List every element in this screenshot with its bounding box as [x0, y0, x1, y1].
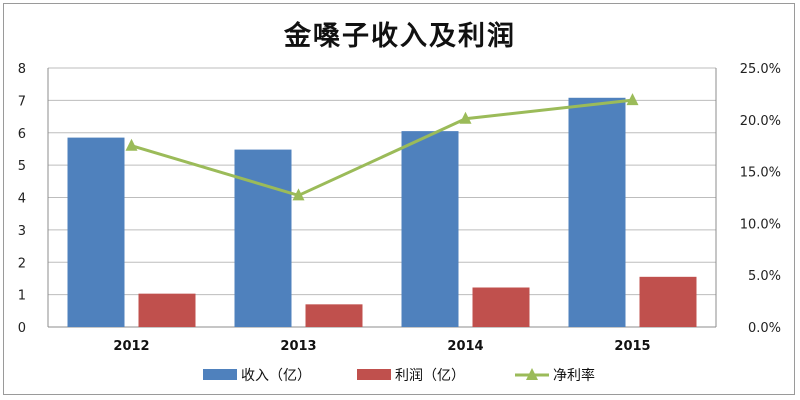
bar-profit-2012	[138, 293, 196, 327]
legend-swatch-1	[357, 369, 391, 380]
y-right-tick-label: 15.0%	[740, 166, 781, 181]
net-margin-line	[131, 98, 633, 198]
x-tick-label: 2014	[447, 339, 483, 354]
x-tick-label: 2015	[614, 339, 650, 354]
legend-label-2: 净利率	[553, 367, 595, 384]
chart-title: 金嗓子收入及利润	[284, 21, 516, 52]
x-tick-label: 2012	[113, 339, 149, 354]
legend-label-0: 收入（亿）	[241, 368, 311, 384]
y-right-tick-label: 5.0%	[748, 269, 781, 284]
y-right-tick-label: 25.0%	[740, 62, 781, 77]
net-margin-point-2012	[125, 138, 138, 151]
bar-profit-2014	[472, 287, 530, 327]
y-right-tick-label: 0.0%	[748, 321, 781, 336]
bar-revenue-2014	[401, 131, 459, 327]
bar-revenue-2015	[568, 97, 626, 327]
y-right-tick-label: 10.0%	[740, 217, 781, 232]
legend-label-1: 利润（亿）	[395, 368, 465, 384]
net-margin-point-2013	[292, 188, 305, 201]
legend-swatch-0	[203, 369, 237, 380]
bar-revenue-2012	[67, 137, 125, 327]
y-left-tick-label: 0	[18, 321, 26, 336]
y-left-tick-label: 2	[18, 256, 26, 271]
legend-marker-2	[526, 368, 538, 380]
net-margin-point-2014	[459, 111, 472, 124]
bar-revenue-2013	[234, 149, 292, 327]
y-left-tick-label: 5	[18, 159, 26, 174]
y-left-tick-label: 1	[18, 289, 26, 304]
y-left-tick-label: 8	[18, 62, 26, 77]
y-right-tick-label: 20.0%	[740, 114, 781, 129]
x-tick-label: 2013	[280, 339, 316, 354]
net-margin-point-2015	[626, 93, 639, 106]
y-left-tick-label: 7	[18, 94, 26, 109]
bar-profit-2013	[305, 304, 363, 327]
y-left-tick-label: 3	[18, 224, 26, 239]
y-left-tick-label: 6	[18, 127, 26, 142]
y-left-tick-label: 4	[18, 192, 26, 207]
bar-profit-2015	[639, 276, 697, 327]
